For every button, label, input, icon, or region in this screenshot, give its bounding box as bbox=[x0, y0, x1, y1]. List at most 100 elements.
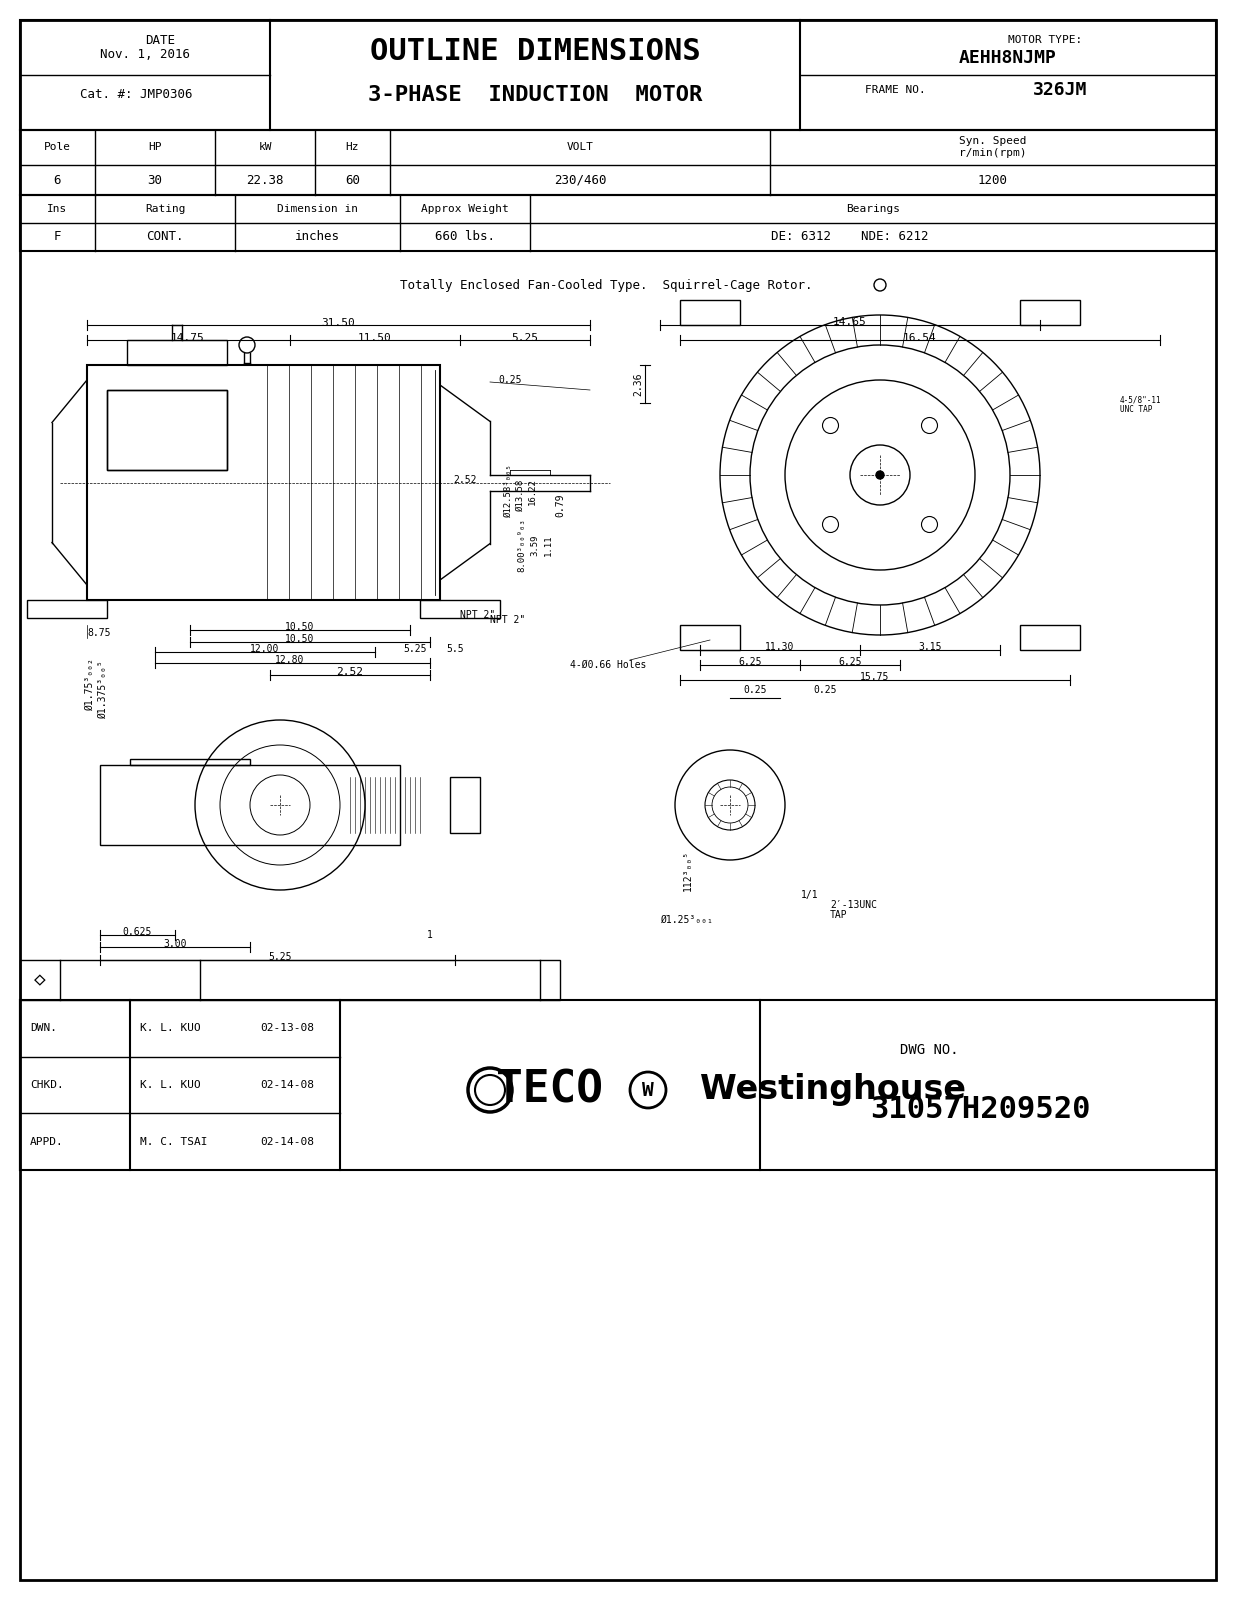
Text: OUTLINE DIMENSIONS: OUTLINE DIMENSIONS bbox=[370, 37, 701, 67]
Text: 5.25: 5.25 bbox=[512, 333, 539, 342]
Text: 6: 6 bbox=[53, 173, 62, 187]
Text: K. L. KUO: K. L. KUO bbox=[140, 1022, 200, 1034]
Text: 0.25: 0.25 bbox=[498, 374, 522, 386]
Text: DWN.: DWN. bbox=[30, 1022, 57, 1034]
Bar bbox=[127, 341, 227, 365]
Text: kW: kW bbox=[258, 142, 272, 152]
Text: CONT.: CONT. bbox=[146, 230, 184, 243]
Text: Ins: Ins bbox=[47, 203, 68, 214]
Text: 1/1: 1/1 bbox=[801, 890, 818, 899]
Text: NPT 2": NPT 2" bbox=[489, 614, 525, 626]
Text: Rating: Rating bbox=[145, 203, 185, 214]
Text: 1: 1 bbox=[428, 930, 433, 939]
Text: 6.25: 6.25 bbox=[838, 658, 861, 667]
Text: 10.50: 10.50 bbox=[286, 634, 315, 643]
Text: Nov. 1, 2016: Nov. 1, 2016 bbox=[100, 48, 190, 61]
Text: NPT 2": NPT 2" bbox=[460, 610, 496, 619]
Bar bbox=[680, 301, 740, 325]
Text: Bearings: Bearings bbox=[845, 203, 900, 214]
Text: 660 lbs.: 660 lbs. bbox=[435, 230, 494, 243]
Text: 3.15: 3.15 bbox=[918, 642, 942, 653]
Text: 31057H209520: 31057H209520 bbox=[870, 1096, 1090, 1125]
Text: 14.65: 14.65 bbox=[833, 317, 866, 326]
Text: 4-Ø0.66 Holes: 4-Ø0.66 Holes bbox=[570, 659, 646, 670]
Text: W: W bbox=[643, 1080, 654, 1099]
Bar bbox=[108, 390, 227, 470]
Text: 2.52: 2.52 bbox=[454, 475, 477, 485]
Text: 02-14-08: 02-14-08 bbox=[260, 1080, 314, 1090]
Text: Approx Weight: Approx Weight bbox=[421, 203, 509, 214]
Text: HP: HP bbox=[148, 142, 162, 152]
Text: 12.80: 12.80 bbox=[276, 654, 305, 666]
Text: 1200: 1200 bbox=[978, 173, 1009, 187]
Text: DWG NO.: DWG NO. bbox=[900, 1043, 959, 1058]
Text: 3.59: 3.59 bbox=[530, 534, 539, 555]
Text: 14.75: 14.75 bbox=[171, 333, 205, 342]
Text: 5.25: 5.25 bbox=[403, 643, 426, 654]
Bar bbox=[1020, 301, 1080, 325]
Bar bbox=[1020, 626, 1080, 650]
Circle shape bbox=[876, 470, 884, 478]
Text: 16.54: 16.54 bbox=[904, 333, 937, 342]
Text: 230/460: 230/460 bbox=[554, 173, 606, 187]
Text: Cat. #: JMP0306: Cat. #: JMP0306 bbox=[80, 88, 193, 101]
Text: 326JM: 326JM bbox=[1033, 82, 1088, 99]
Text: 10.50: 10.50 bbox=[286, 622, 315, 632]
Bar bbox=[100, 765, 400, 845]
Text: 0.625: 0.625 bbox=[122, 926, 152, 938]
Text: 8.00³₀₀⁹₀₃: 8.00³₀₀⁹₀₃ bbox=[518, 518, 527, 571]
Bar bbox=[420, 600, 501, 618]
Text: 12.00: 12.00 bbox=[251, 643, 279, 654]
Text: Syn. Speed
r/min(rpm): Syn. Speed r/min(rpm) bbox=[959, 136, 1027, 158]
Bar bbox=[20, 960, 560, 1000]
Text: 3.00: 3.00 bbox=[163, 939, 187, 949]
Bar bbox=[20, 19, 1216, 130]
Text: M. C. TSAI: M. C. TSAI bbox=[140, 1138, 208, 1147]
Text: DE: 6312    NDE: 6212: DE: 6312 NDE: 6212 bbox=[771, 230, 928, 243]
Text: 60: 60 bbox=[345, 173, 360, 187]
Text: Ø1.375³₀₀⁵: Ø1.375³₀₀⁵ bbox=[98, 661, 108, 720]
Text: TAP: TAP bbox=[831, 910, 848, 920]
Text: ◇: ◇ bbox=[35, 971, 46, 989]
Bar bbox=[20, 195, 1216, 251]
Text: 15.75: 15.75 bbox=[860, 672, 890, 682]
Text: 02-13-08: 02-13-08 bbox=[260, 1022, 314, 1034]
Text: Westinghouse: Westinghouse bbox=[700, 1074, 967, 1107]
Text: 8.75: 8.75 bbox=[87, 627, 110, 638]
Text: VOLT: VOLT bbox=[566, 142, 593, 152]
Text: 3-PHASE  INDUCTION  MOTOR: 3-PHASE INDUCTION MOTOR bbox=[368, 85, 702, 106]
Text: inches: inches bbox=[295, 230, 340, 243]
Text: 2′-13UNC: 2′-13UNC bbox=[831, 899, 878, 910]
Text: 2.36: 2.36 bbox=[633, 373, 643, 395]
Text: 4-5/8"-11: 4-5/8"-11 bbox=[1120, 395, 1162, 405]
Text: Dimension in: Dimension in bbox=[277, 203, 358, 214]
Text: 16.22: 16.22 bbox=[528, 478, 536, 506]
Text: TECO: TECO bbox=[497, 1069, 603, 1112]
Text: Pole: Pole bbox=[44, 142, 70, 152]
Text: 22.38: 22.38 bbox=[246, 173, 284, 187]
Text: DATE: DATE bbox=[145, 34, 176, 46]
Bar bbox=[680, 626, 740, 650]
Text: 1.11: 1.11 bbox=[544, 534, 552, 555]
Text: 0.25: 0.25 bbox=[813, 685, 837, 694]
Text: 2.52: 2.52 bbox=[336, 667, 363, 677]
Text: 11.30: 11.30 bbox=[765, 642, 795, 653]
Text: 30: 30 bbox=[147, 173, 162, 187]
Text: 112³₀₀⁵: 112³₀₀⁵ bbox=[684, 850, 693, 891]
Bar bbox=[87, 365, 440, 600]
Text: Ø13.58: Ø13.58 bbox=[515, 478, 524, 510]
Bar bbox=[20, 1000, 1216, 1170]
Text: AEHH8NJMP: AEHH8NJMP bbox=[959, 50, 1057, 67]
Text: UNC TAP: UNC TAP bbox=[1120, 405, 1152, 414]
Text: CHKD.: CHKD. bbox=[30, 1080, 64, 1090]
Text: 6.25: 6.25 bbox=[738, 658, 761, 667]
Text: F: F bbox=[53, 230, 62, 243]
Text: 5.5: 5.5 bbox=[446, 643, 464, 654]
Bar bbox=[27, 600, 108, 618]
Text: K. L. KUO: K. L. KUO bbox=[140, 1080, 200, 1090]
Text: 0.79: 0.79 bbox=[555, 493, 565, 517]
Text: APPD.: APPD. bbox=[30, 1138, 64, 1147]
Text: Ø1.75³₀₀₂: Ø1.75³₀₀₂ bbox=[85, 659, 95, 712]
Text: 5.25: 5.25 bbox=[268, 952, 292, 962]
Bar bbox=[20, 130, 1216, 195]
